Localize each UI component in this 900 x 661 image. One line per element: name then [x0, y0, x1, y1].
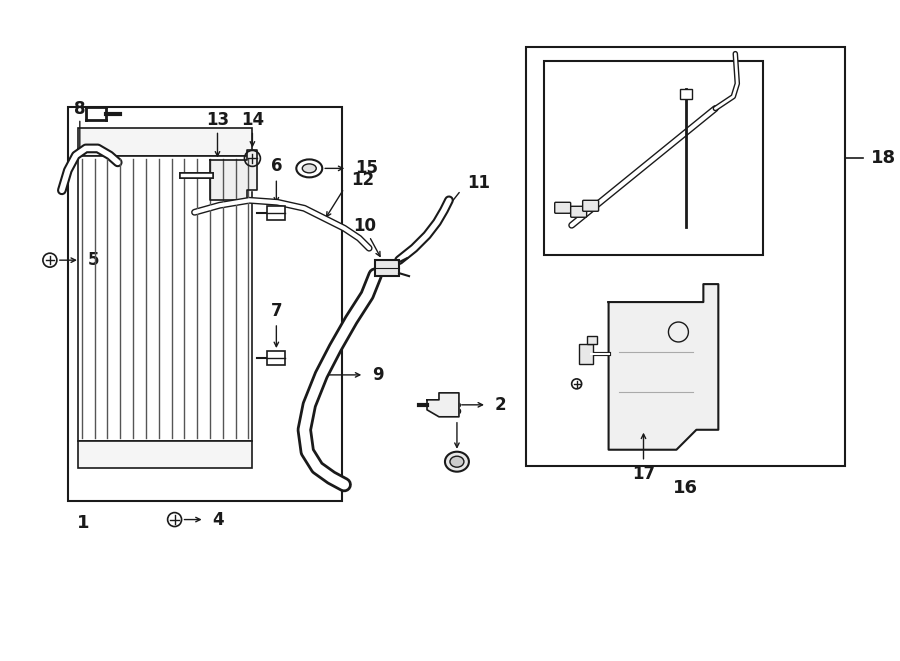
- Text: 3: 3: [451, 401, 463, 419]
- Bar: [77, 128, 252, 157]
- Bar: [579, 344, 592, 364]
- Text: 11: 11: [467, 175, 490, 192]
- Text: 12: 12: [351, 171, 374, 189]
- Text: 7: 7: [271, 302, 283, 320]
- Bar: [77, 441, 252, 468]
- Text: 18: 18: [871, 149, 896, 167]
- Text: 5: 5: [88, 251, 99, 269]
- Ellipse shape: [450, 456, 464, 467]
- Bar: [587, 336, 597, 344]
- Bar: [544, 61, 763, 255]
- Text: 15: 15: [356, 159, 378, 177]
- Bar: [68, 106, 342, 500]
- Text: 6: 6: [271, 157, 282, 175]
- Text: 1: 1: [76, 514, 89, 531]
- FancyBboxPatch shape: [571, 206, 587, 217]
- Text: 9: 9: [372, 366, 383, 384]
- FancyBboxPatch shape: [582, 200, 599, 212]
- Bar: [267, 206, 285, 220]
- Polygon shape: [608, 284, 718, 449]
- Bar: [77, 157, 252, 441]
- Bar: [526, 47, 845, 466]
- Polygon shape: [210, 151, 257, 200]
- Polygon shape: [427, 393, 459, 417]
- Text: 14: 14: [241, 112, 264, 130]
- Ellipse shape: [302, 164, 316, 173]
- Text: 13: 13: [206, 112, 230, 130]
- Text: 2: 2: [495, 396, 507, 414]
- Text: 8: 8: [74, 100, 86, 118]
- Text: 17: 17: [632, 465, 655, 483]
- FancyBboxPatch shape: [554, 202, 571, 214]
- Ellipse shape: [296, 159, 322, 177]
- Ellipse shape: [445, 451, 469, 472]
- Text: 4: 4: [212, 510, 224, 529]
- Bar: [680, 89, 692, 98]
- Text: 10: 10: [354, 217, 377, 235]
- Bar: [267, 351, 285, 365]
- Bar: [375, 260, 399, 276]
- Text: 16: 16: [673, 479, 698, 496]
